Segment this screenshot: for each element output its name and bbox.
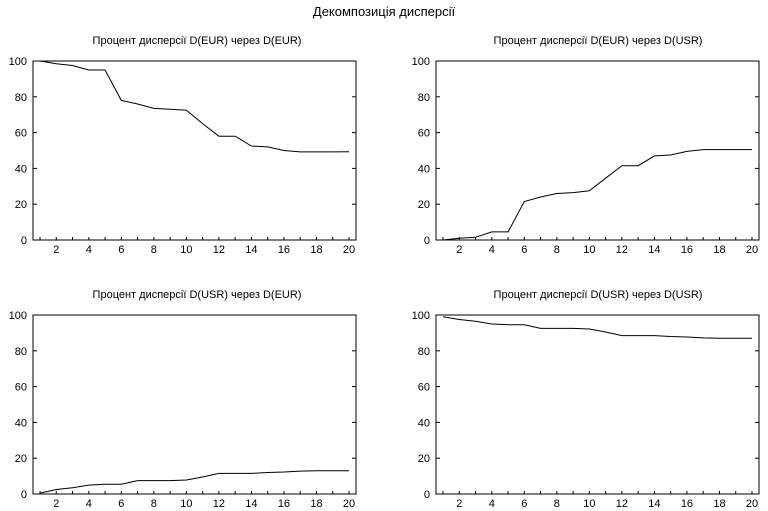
x-tick-label: 16 [681,498,693,510]
x-tick-label: 18 [310,498,322,510]
y-tick-label: 20 [418,199,430,211]
y-tick-label: 80 [418,346,430,358]
x-tick-label: 6 [521,498,527,510]
x-tick-label: 18 [713,244,725,256]
x-tick-label: 4 [489,244,495,256]
x-tick-label: 12 [213,244,225,256]
chart-panel-4: Процент дисперсії D(USR) через D(USR) 0 20… [412,289,760,510]
y-tick-label: 60 [15,128,27,140]
y-tick-label: 100 [412,56,430,68]
y-tick-label: 0 [21,235,27,247]
y-tick-label: 100 [412,310,430,322]
panel-title: Процент дисперсії D(EUR) через D(USR) [494,35,703,47]
x-tick-label: 12 [616,244,628,256]
chart-panel-2: Процент дисперсії D(EUR) через D(USR) 0 20… [412,35,760,256]
x-tick-label: 6 [118,498,124,510]
x-tick-label: 16 [681,244,693,256]
panel-title: Процент дисперсії D(USR) через D(EUR) [93,289,302,301]
x-tick-label: 2 [53,244,59,256]
x-tick-label: 20 [746,498,758,510]
x-tick-label: 16 [278,498,290,510]
x-tick-label: 8 [554,244,560,256]
y-tick-label: 80 [15,92,27,104]
x-tick-label: 8 [151,244,157,256]
y-tick-label: 60 [15,382,27,394]
plot-frame [32,60,357,241]
plot-frame [435,60,760,241]
x-tick-label: 10 [583,498,595,510]
y-tick-label: 80 [15,346,27,358]
x-tick-label: 8 [151,498,157,510]
x-tick-label: 14 [245,244,257,256]
chart-panel-1: Процент дисперсії D(EUR) через D(EUR) 0 20… [9,35,357,256]
y-tick-label: 0 [21,489,27,501]
x-tick-label: 14 [245,498,257,510]
panel-title: Процент дисперсії D(USR) через D(USR) [494,289,703,301]
x-tick-label: 10 [180,498,192,510]
x-tick-label: 2 [456,244,462,256]
series-line-1 [39,60,350,153]
x-tick-label: 4 [86,498,92,510]
x-tick-label: 18 [713,498,725,510]
chart-panel-3: Процент дисперсії D(USR) через D(EUR) 0 20… [9,289,357,510]
y-tick-label: 20 [15,199,27,211]
y-tick-label: 40 [418,417,430,429]
y-tick-label: 100 [9,310,27,322]
y-tick-label: 80 [418,92,430,104]
x-tick-label: 6 [521,244,527,256]
y-tick-label: 0 [424,235,430,247]
x-tick-label: 2 [456,498,462,510]
x-tick-label: 20 [343,498,355,510]
y-tick-label: 40 [418,163,430,175]
x-tick-label: 10 [180,244,192,256]
figure-title: Декомпозиція дисперсії [312,4,456,19]
series-line-1 [442,149,752,241]
y-tick-label: 0 [424,489,430,501]
x-tick-label: 20 [746,244,758,256]
x-tick-label: 6 [118,244,124,256]
series-line-1 [39,470,349,494]
y-tick-label: 100 [9,56,27,68]
panel-title: Процент дисперсії D(EUR) через D(EUR) [93,35,302,47]
x-tick-label: 12 [213,498,225,510]
x-tick-label: 14 [648,244,660,256]
plot-frame [32,314,357,495]
x-tick-label: 4 [86,244,92,256]
y-tick-label: 40 [15,163,27,175]
x-tick-label: 4 [489,498,495,510]
x-tick-label: 12 [616,498,628,510]
y-tick-label: 20 [418,453,430,465]
y-tick-label: 60 [418,128,430,140]
x-tick-label: 16 [278,244,290,256]
x-tick-label: 18 [310,244,322,256]
x-tick-label: 8 [554,498,560,510]
y-tick-label: 60 [418,382,430,394]
x-tick-label: 10 [583,244,595,256]
x-tick-label: 2 [53,498,59,510]
x-tick-label: 14 [648,498,660,510]
y-tick-label: 20 [15,453,27,465]
plot-frame [435,314,760,495]
y-tick-label: 40 [15,417,27,429]
x-tick-label: 20 [343,244,355,256]
series-line-1 [442,316,752,339]
